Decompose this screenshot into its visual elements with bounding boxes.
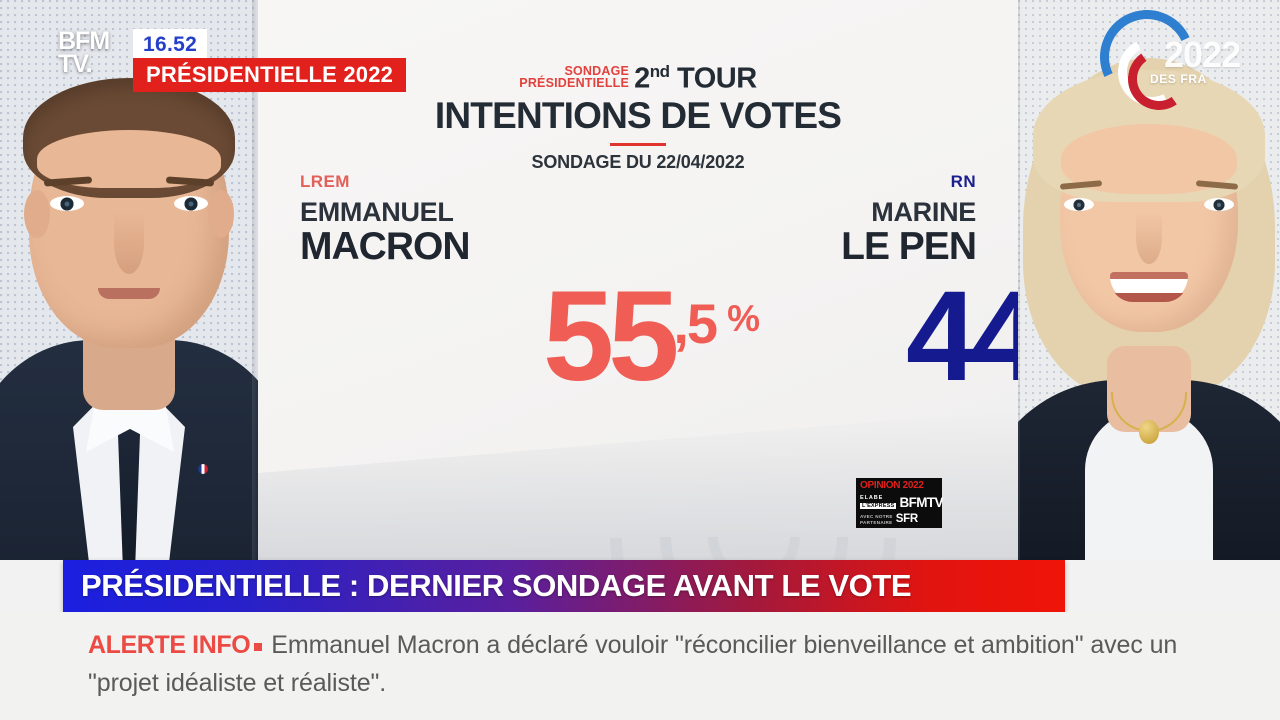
title-divider [610, 143, 666, 146]
topic-band: PRÉSIDENTIELLE 2022 [133, 58, 407, 92]
lepen-mouth [1110, 272, 1188, 302]
score-macron: 55 ,5 % [543, 265, 760, 408]
pollster-logo-row-2: AVEC NOTRE PARTENAIRE SFR [860, 513, 938, 525]
election-logo-year: 2022 [1164, 34, 1241, 75]
candidate-photo-lepen [1018, 0, 1280, 560]
alert-line: ALERTE INFO Emmanuel Macron a déclaré vou… [0, 626, 1280, 702]
candidate-block-lepen: RN MARINE LE PEN [686, 172, 996, 269]
french-flag-pin-icon [198, 464, 208, 474]
candidate-block-macron: LREM EMMANUEL MACRON [278, 172, 588, 269]
candidate-last-name-macron: MACRON [300, 225, 470, 268]
candidate-photo-macron [0, 0, 258, 560]
election-logo-subtitle: DES FRA [1150, 72, 1207, 86]
score-macron-whole: 55 [543, 265, 679, 408]
lepen-nose [1136, 212, 1162, 264]
pollster-logo-elabe: ELABE [860, 495, 884, 502]
alert-ticker: ALERTE INFO Emmanuel Macron a déclaré vou… [0, 612, 1280, 720]
alert-bullet-icon [254, 642, 263, 651]
video-frame: SONDAGE PRÉSIDENTIELLE 2nd TOUR INTENTIO… [0, 0, 1280, 560]
banner-headline: PRÉSIDENTIELLE : DERNIER SONDAGE AVANT L… [81, 568, 912, 603]
macron-ear-right [208, 190, 234, 238]
score-macron-decimal: ,5 [673, 292, 718, 355]
pollster-logo-bfmtv: BFMTV [899, 495, 943, 510]
poll-graphic-panel: SONDAGE PRÉSIDENTIELLE 2nd TOUR INTENTIO… [258, 0, 1018, 560]
macron-tie [117, 392, 141, 560]
candidate-first-name-macron: EMMANUEL [300, 197, 454, 227]
pollster-logo-express: L'EXPRESS [860, 502, 897, 509]
score-lepen: 44 ,5 % [906, 265, 1018, 408]
pollster-logo: OPINION 2022 ELABE L'EXPRESS BFMTV AVEC … [856, 478, 944, 528]
kicker-round: 2nd TOUR [634, 62, 757, 96]
graphic-kicker: SONDAGE PRÉSIDENTIELLE 2nd TOUR [258, 62, 1018, 96]
macron-eye-right [174, 196, 208, 211]
macron-mouth [98, 288, 160, 299]
panel-edge-left [252, 0, 260, 560]
lepen-eye-left [1064, 198, 1094, 211]
kicker-small-line2: PRÉSIDENTIELLE [519, 75, 630, 90]
pollster-logo-row-1: ELABE L'EXPRESS BFMTV [860, 495, 944, 509]
bfmtv-logo-line1: BFM [58, 27, 110, 55]
party-label-lrem: LREM [300, 172, 350, 191]
bfmtv-logo-line2: TV. [58, 50, 93, 78]
poll-date: SONDAGE DU 22/04/2022 [531, 152, 745, 172]
pollster-logo-sfr: SFR [895, 513, 918, 525]
kicker-round-suffix: nd [649, 62, 670, 81]
pollster-logo-partner-note: AVEC NOTRE PARTENAIRE [860, 514, 893, 525]
pollster-logo-partner-line2: PARTENAIRE [860, 520, 893, 525]
macron-ear-left [24, 190, 50, 238]
kicker-round-tail: TOUR [677, 62, 757, 95]
candidate-last-name-lepen: LE PEN [841, 225, 977, 268]
lepen-hair-front [1033, 70, 1265, 202]
alert-tag: ALERTE INFO [88, 631, 251, 659]
lepen-eye-right [1204, 198, 1234, 211]
macron-eye-left [50, 196, 84, 211]
page-title: INTENTIONS DE VOTES [434, 95, 842, 136]
pollster-logo-title: OPINION 2022 [860, 480, 924, 491]
election-logo: 2022 DES FRA [1086, 0, 1274, 118]
pollster-logo-partners: ELABE L'EXPRESS [860, 495, 897, 509]
lepen-pendant [1139, 420, 1159, 444]
kicker-round-number: 2 [634, 62, 650, 95]
lower-third-banner: PRÉSIDENTIELLE : DERNIER SONDAGE AVANT L… [63, 560, 1065, 612]
macron-nose [114, 212, 144, 274]
party-label-rn: RN [950, 172, 976, 191]
kicker-small: SONDAGE PRÉSIDENTIELLE [519, 64, 630, 90]
clock-badge: 16.52 [133, 29, 208, 59]
alert-body-text: Emmanuel Macron a déclaré vouloir "récon… [88, 631, 1178, 697]
candidate-first-name-lepen: MARINE [871, 197, 976, 227]
bfmtv-logo: BFM TV. [58, 27, 120, 78]
score-lepen-whole: 44 [906, 265, 1018, 408]
macron-hair [23, 78, 235, 198]
kicker-small-line1: SONDAGE [564, 64, 630, 79]
pollster-logo-partner-line1: AVEC NOTRE [860, 514, 893, 519]
score-macron-percent-sign: % [727, 298, 760, 339]
